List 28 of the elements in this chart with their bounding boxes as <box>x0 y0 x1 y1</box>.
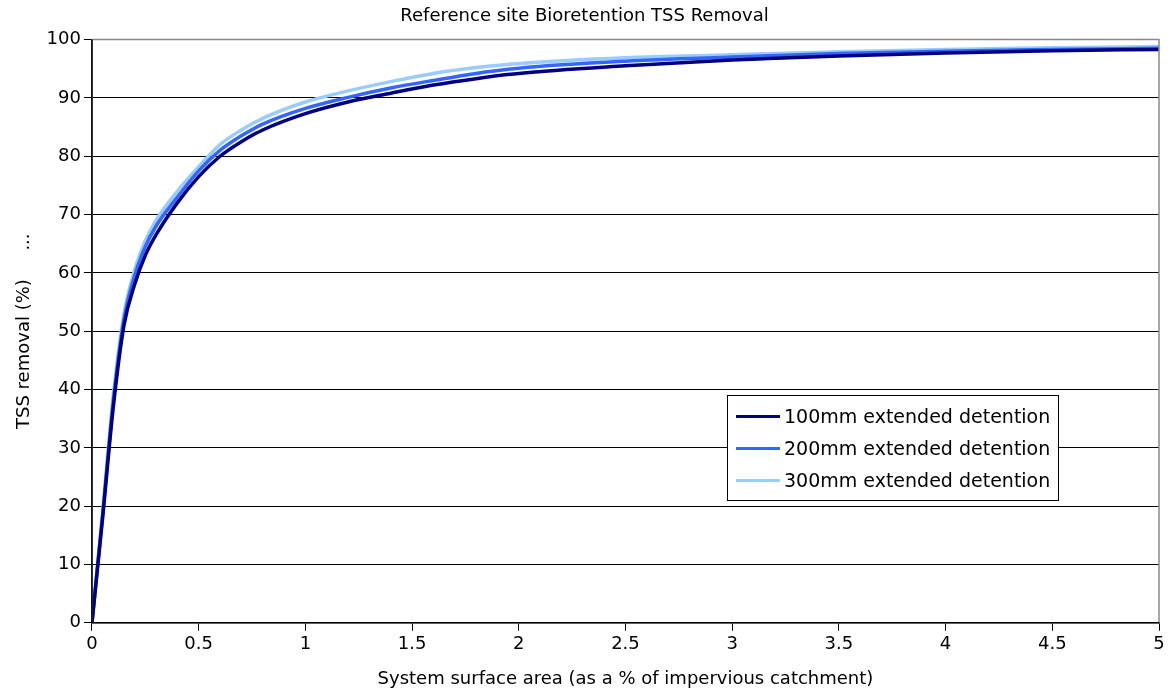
y-tick-label: 0 <box>69 610 81 632</box>
y-tick-label: 50 <box>58 318 81 340</box>
legend-label: 200mm extended detention <box>784 437 1051 460</box>
x-tick-label: 1 <box>299 632 312 654</box>
y-tick-label: 90 <box>58 85 81 107</box>
y-tick-label: 60 <box>58 260 81 282</box>
y-tick-label: 70 <box>58 202 81 224</box>
x-tick-label: 3.5 <box>824 632 854 654</box>
y-tick-label: 10 <box>58 552 81 574</box>
x-tick-label: 2 <box>513 632 525 654</box>
x-tick-label: 4 <box>939 632 952 654</box>
y-tick-label: 20 <box>58 493 81 515</box>
y-axis-title: TSS removal (%) ... <box>12 233 34 430</box>
x-tick-label: 0.5 <box>184 632 213 654</box>
x-tick-label: 1.5 <box>397 632 427 654</box>
legend-label: 100mm extended detention <box>784 405 1051 428</box>
x-tick-label: 2.5 <box>611 632 640 654</box>
x-tick-label: 0 <box>86 632 98 654</box>
x-tick-label: 3 <box>726 632 738 654</box>
x-tick-label: 4.5 <box>1037 632 1067 654</box>
chart-title: Reference site Bioretention TSS Removal <box>400 4 769 26</box>
legend-label: 300mm extended detention <box>784 469 1051 492</box>
x-tick-label: 5 <box>1153 632 1165 654</box>
y-tick-label: 100 <box>46 27 81 49</box>
y-tick-label: 30 <box>58 435 81 457</box>
y-tick-label: 80 <box>58 143 81 165</box>
x-axis-title: System surface area (as a % of impervious catchment) <box>377 666 874 688</box>
y-tick-label: 40 <box>58 377 81 399</box>
